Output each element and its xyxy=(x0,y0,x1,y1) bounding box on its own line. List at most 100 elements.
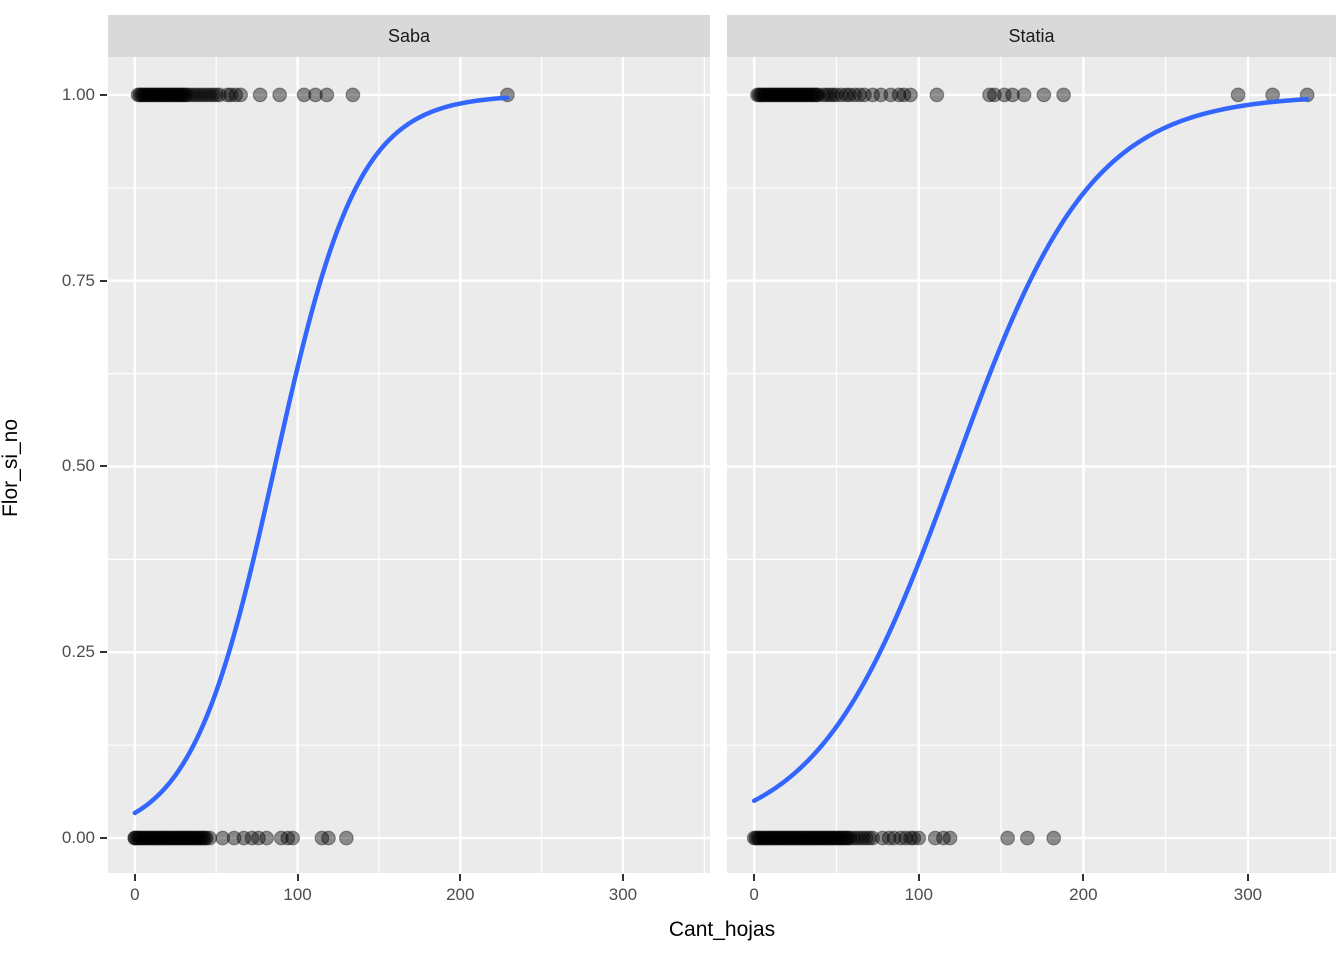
data-point xyxy=(764,830,780,846)
data-point xyxy=(776,830,792,846)
data-point xyxy=(142,87,157,103)
data-point xyxy=(759,87,775,103)
data-point xyxy=(272,87,288,103)
data-point xyxy=(750,830,765,846)
data-point xyxy=(148,830,164,846)
data-point xyxy=(786,87,802,103)
data-point xyxy=(751,830,767,846)
data-point xyxy=(784,87,800,103)
data-point xyxy=(189,87,205,103)
data-point xyxy=(855,830,871,846)
data-point xyxy=(189,830,205,846)
data-point xyxy=(801,830,816,846)
data-point xyxy=(244,830,260,846)
data-point xyxy=(202,830,218,846)
data-point xyxy=(190,830,206,846)
x-tick-label: 200 xyxy=(1069,885,1098,904)
data-point xyxy=(848,830,864,846)
data-point xyxy=(163,87,179,103)
data-point xyxy=(794,830,810,846)
data-point xyxy=(824,830,839,846)
data-point xyxy=(838,830,854,846)
data-point xyxy=(861,830,877,846)
data-point xyxy=(186,87,201,103)
data-point xyxy=(148,87,164,103)
data-point xyxy=(893,830,909,846)
x-tick-label: 200 xyxy=(446,885,475,904)
data-point xyxy=(830,830,846,846)
data-point xyxy=(774,830,790,846)
data-point xyxy=(179,830,195,846)
data-point xyxy=(155,87,170,103)
data-point xyxy=(215,830,231,846)
facet-strip: Saba xyxy=(108,15,710,57)
y-tick-mark xyxy=(100,279,107,282)
data-point xyxy=(746,830,762,846)
x-tick-mark xyxy=(459,874,462,881)
data-point xyxy=(135,830,151,846)
y-tick-label: 0.00 xyxy=(61,828,95,848)
data-point xyxy=(987,87,1002,103)
data-point xyxy=(807,87,823,103)
data-point xyxy=(787,830,803,846)
data-point xyxy=(852,87,867,103)
data-point xyxy=(1046,830,1062,846)
data-point xyxy=(833,830,849,846)
fit-line xyxy=(132,95,510,816)
x-tick-mark xyxy=(133,874,136,881)
data-point xyxy=(791,87,806,103)
data-point xyxy=(903,87,918,103)
data-point xyxy=(171,830,187,846)
data-point xyxy=(164,830,180,846)
data-point xyxy=(797,830,813,846)
data-point xyxy=(822,87,838,103)
data-point xyxy=(842,830,858,846)
y-tick-label: 0.75 xyxy=(61,270,95,290)
data-point xyxy=(883,87,899,103)
data-point xyxy=(156,87,172,103)
data-point xyxy=(784,830,800,846)
data-point xyxy=(763,87,779,103)
facet-strip: Statia xyxy=(727,15,1336,57)
x-tick-label: 100 xyxy=(904,885,933,904)
x-axis-title: Cant_hojas xyxy=(668,918,776,941)
data-point xyxy=(858,830,874,846)
data-point xyxy=(797,87,813,103)
data-point xyxy=(127,830,143,846)
data-point xyxy=(789,830,805,846)
x-tick-mark xyxy=(753,874,756,881)
panel-saba xyxy=(108,57,710,873)
data-point xyxy=(259,830,275,846)
data-point xyxy=(140,87,156,103)
data-point xyxy=(804,830,820,846)
data-point xyxy=(138,87,154,103)
data-point xyxy=(173,87,188,103)
data-point xyxy=(840,830,856,846)
data-point xyxy=(794,87,810,103)
data-point xyxy=(927,830,943,846)
data-point xyxy=(228,87,244,103)
data-point xyxy=(809,87,825,103)
data-point xyxy=(838,87,854,103)
data-point xyxy=(825,830,841,846)
fit-line xyxy=(751,96,1310,804)
data-point xyxy=(898,830,913,846)
data-point xyxy=(236,830,252,846)
data-point xyxy=(184,830,200,846)
data-point xyxy=(982,87,997,103)
data-point xyxy=(226,830,242,846)
data-point xyxy=(205,87,221,103)
x-tick-mark xyxy=(1246,874,1249,881)
data-point xyxy=(1000,830,1016,846)
data-point xyxy=(158,87,174,103)
data-point xyxy=(137,87,153,103)
x-tick-label: 0 xyxy=(749,885,759,904)
data-point xyxy=(151,830,167,846)
data-point xyxy=(251,830,266,846)
data-point xyxy=(164,87,180,103)
data-point xyxy=(806,87,821,103)
data-point xyxy=(140,830,156,846)
data-point xyxy=(779,87,795,103)
data-point xyxy=(906,830,922,846)
data-point xyxy=(814,830,830,846)
